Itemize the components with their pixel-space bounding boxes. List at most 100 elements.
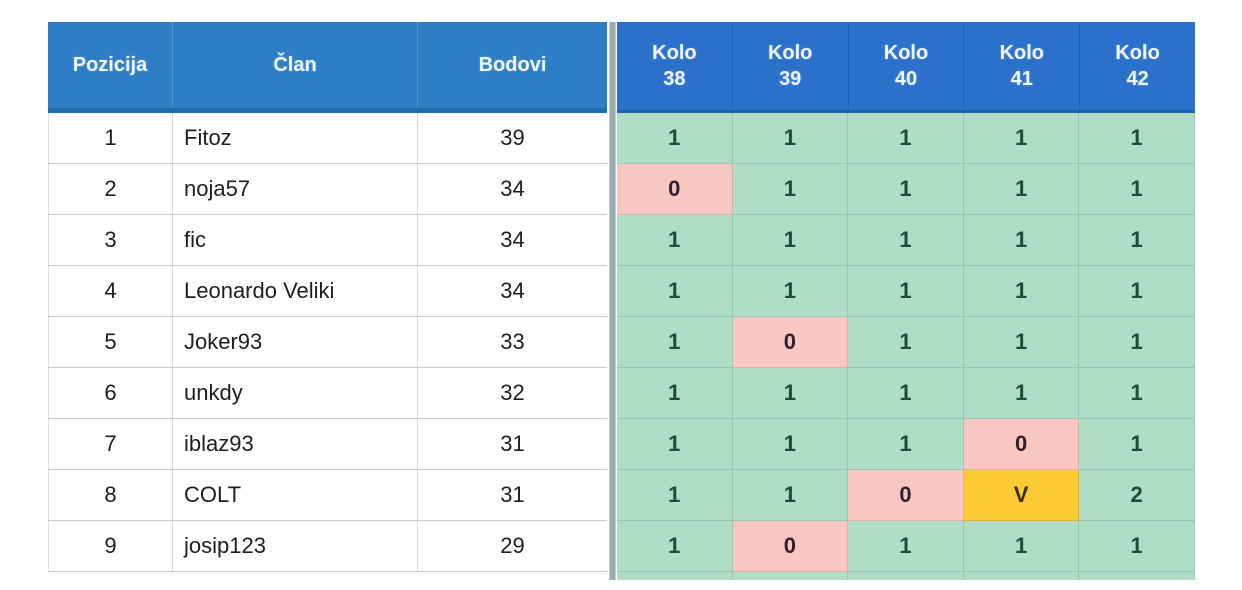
round-header-label: Kolo bbox=[883, 42, 929, 64]
table-row: 3 fic 34 bbox=[48, 215, 607, 266]
round-header-cell: Kolo 40 bbox=[849, 22, 965, 110]
standings-body: 1 Fitoz 39 2 noja57 34 3 fic 34 4 Leonar… bbox=[48, 113, 607, 572]
round-cell: 1 bbox=[617, 215, 733, 266]
round-cell: 1 bbox=[963, 368, 1080, 419]
round-cell: 1 bbox=[617, 113, 733, 164]
member-cell: noja57 bbox=[173, 164, 418, 214]
round-header-cell: Kolo 38 bbox=[617, 22, 733, 110]
round-cell: 1 bbox=[963, 266, 1080, 317]
round-cell: 1 bbox=[1079, 266, 1195, 317]
round-cell: 1 bbox=[732, 419, 849, 470]
round-cell: 1 bbox=[732, 368, 849, 419]
points-cell: 34 bbox=[500, 278, 525, 303]
round-cell: 1 bbox=[1079, 113, 1195, 164]
round-cell: 1 bbox=[848, 164, 964, 215]
table-row: 2 noja57 34 bbox=[48, 164, 607, 215]
round-header-cell: Kolo 42 bbox=[1080, 22, 1195, 110]
position-cell: 4 bbox=[48, 266, 173, 316]
position-cell: 7 bbox=[48, 419, 173, 469]
round-cell-partial bbox=[963, 572, 1080, 580]
member-cell: COLT bbox=[173, 470, 418, 520]
round-cell: 1 bbox=[848, 419, 964, 470]
table-row: 4 Leonardo Veliki 34 bbox=[48, 266, 607, 317]
round-cell: 1 bbox=[848, 521, 964, 572]
round-cell: 1 bbox=[617, 266, 733, 317]
round-cell-partial bbox=[1079, 572, 1195, 580]
round-cell-partial bbox=[732, 572, 849, 580]
round-cell: 1 bbox=[1079, 368, 1195, 419]
points-cell: 31 bbox=[500, 431, 525, 456]
round-header-label: Kolo bbox=[767, 42, 813, 64]
table-row: 1 Fitoz 39 bbox=[48, 113, 607, 164]
round-cell: 0 bbox=[617, 164, 733, 215]
position-cell: 1 bbox=[48, 113, 173, 163]
round-cell: 1 bbox=[963, 113, 1080, 164]
round-header-number: 39 bbox=[779, 68, 802, 90]
table-row: 8 COLT 31 bbox=[48, 470, 607, 521]
round-cell: 1 bbox=[963, 164, 1080, 215]
round-cell: 1 bbox=[1079, 164, 1195, 215]
standings-table: Pozicija Član Bodovi 1 Fitoz 39 2 noja57… bbox=[48, 22, 607, 572]
table-divider bbox=[609, 22, 616, 580]
position-cell: 9 bbox=[48, 521, 173, 571]
table-row: 5 Joker93 33 bbox=[48, 317, 607, 368]
member-cell: iblaz93 bbox=[173, 419, 418, 469]
round-cell: 1 bbox=[1079, 215, 1195, 266]
round-cell: 1 bbox=[617, 419, 733, 470]
round-header-number: 40 bbox=[894, 68, 918, 90]
round-header-cell: Kolo 41 bbox=[964, 22, 1081, 110]
round-cell: 1 bbox=[732, 470, 849, 521]
round-header-label: Kolo bbox=[999, 42, 1044, 64]
points-cell: 39 bbox=[500, 125, 525, 150]
points-cell: 31 bbox=[500, 482, 525, 507]
points-cell: 34 bbox=[500, 227, 525, 252]
table-row: 9 josip123 29 bbox=[48, 521, 607, 572]
round-cell: 1 bbox=[848, 215, 964, 266]
round-cell: 0 bbox=[732, 317, 849, 368]
position-cell: 5 bbox=[48, 317, 173, 367]
round-header-label: Kolo bbox=[1115, 42, 1160, 64]
round-cell: V bbox=[963, 470, 1080, 521]
round-cell: 0 bbox=[848, 470, 964, 521]
round-cell: 1 bbox=[848, 368, 964, 419]
points-cell: 29 bbox=[500, 533, 525, 558]
round-cell: 1 bbox=[617, 317, 733, 368]
round-cell: 1 bbox=[617, 368, 733, 419]
position-cell: 2 bbox=[48, 164, 173, 214]
position-cell: 8 bbox=[48, 470, 173, 520]
round-cell: 1 bbox=[617, 470, 733, 521]
points-cell: 34 bbox=[500, 176, 525, 201]
member-cell: Fitoz bbox=[173, 113, 418, 163]
rounds-table: Kolo 38 Kolo 39 Kolo 40 Kolo 41 Kolo 42 … bbox=[617, 22, 1195, 580]
round-cell: 1 bbox=[963, 521, 1080, 572]
member-cell: unkdy bbox=[173, 368, 418, 418]
points-cell: 32 bbox=[500, 380, 525, 405]
round-cell: 1 bbox=[848, 113, 964, 164]
round-cell: 1 bbox=[1079, 419, 1195, 470]
member-cell: Joker93 bbox=[173, 317, 418, 367]
member-cell: josip123 bbox=[173, 521, 418, 571]
rounds-header-row: Kolo 38 Kolo 39 Kolo 40 Kolo 41 Kolo 42 bbox=[617, 22, 1195, 113]
table-row: 7 iblaz93 31 bbox=[48, 419, 607, 470]
header-pozicija: Pozicija bbox=[48, 22, 173, 108]
round-cell-partial bbox=[617, 572, 733, 580]
round-cell: 1 bbox=[732, 113, 849, 164]
member-cell: Leonardo Veliki bbox=[173, 266, 418, 316]
round-cell: 2 bbox=[1079, 470, 1195, 521]
round-cell: 0 bbox=[732, 521, 849, 572]
header-bodovi: Bodovi bbox=[478, 53, 547, 76]
round-cell: 1 bbox=[732, 215, 849, 266]
round-cell: 1 bbox=[1079, 317, 1195, 368]
table-row: 6 unkdy 32 bbox=[48, 368, 607, 419]
round-cell-partial bbox=[848, 572, 964, 580]
round-cell: 0 bbox=[963, 419, 1080, 470]
